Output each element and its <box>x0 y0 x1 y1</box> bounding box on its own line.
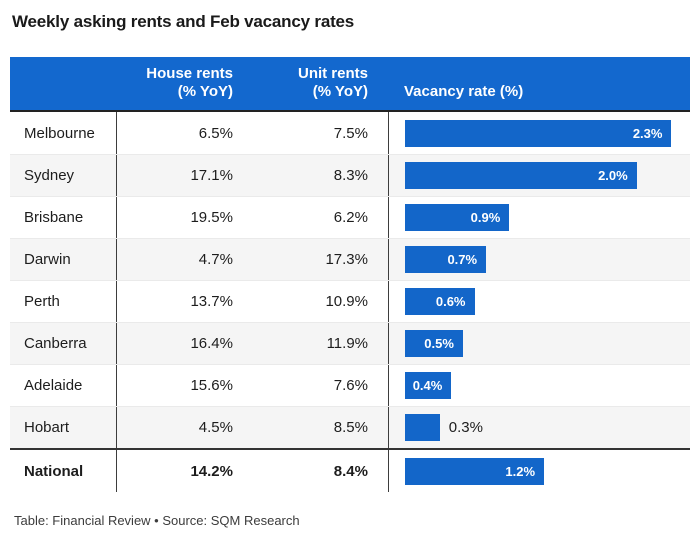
header-house-line1: House rents <box>146 64 233 82</box>
city-label: National <box>10 450 117 492</box>
unit-rent-value: 8.5% <box>333 419 368 436</box>
vacancy-bar: 0.6% <box>405 288 475 315</box>
vacancy-cell: 1.2% <box>388 450 690 492</box>
city-label: Adelaide <box>10 365 117 406</box>
vacancy-bar: 0.3% <box>405 414 483 441</box>
vacancy-bar-track: 0.4% <box>405 372 690 399</box>
table-row-hobart: Hobart 4.5% 8.5% 0.3% <box>10 406 690 448</box>
house-rent-value: 16.4% <box>190 335 233 352</box>
vacancy-cell: 0.3% <box>388 407 690 448</box>
house-rent-value: 19.5% <box>190 209 233 226</box>
row-spacer <box>368 112 388 154</box>
source-attribution: Table: Financial Review • Source: SQM Re… <box>14 513 300 528</box>
house-rent-value: 17.1% <box>190 167 233 184</box>
vacancy-bar: 0.7% <box>405 246 487 273</box>
vacancy-bar-track: 2.0% <box>405 162 690 189</box>
vacancy-cell: 0.4% <box>388 365 690 406</box>
table-row-canberra: Canberra 16.4% 11.9% 0.5% <box>10 322 690 364</box>
vacancy-bar: 1.2% <box>405 457 545 485</box>
vacancy-cell: 2.3% <box>388 112 690 154</box>
unit-rent-value: 7.6% <box>333 377 368 394</box>
vacancy-bar-track: 0.6% <box>405 288 690 315</box>
table-row-sydney: Sydney 17.1% 8.3% 2.0% <box>10 154 690 196</box>
city-label: Hobart <box>10 407 117 448</box>
row-spacer <box>368 323 388 364</box>
city-label: Darwin <box>10 239 117 280</box>
vacancy-bar-track: 0.7% <box>405 246 690 273</box>
city-label: Melbourne <box>10 112 117 154</box>
header-unit-line2: (% YoY) <box>312 83 368 101</box>
unit-rent-value: 8.4% <box>333 462 368 480</box>
vacancy-bar: 2.0% <box>405 162 637 189</box>
city-label: Sydney <box>10 155 117 196</box>
city-label: Brisbane <box>10 197 117 238</box>
vacancy-bar: 0.5% <box>405 330 463 357</box>
house-rent-value: 15.6% <box>190 377 233 394</box>
header-city <box>10 57 117 110</box>
vacancy-bar: 0.9% <box>405 204 510 231</box>
vacancy-bar-label: 1.2% <box>505 463 536 479</box>
unit-rent-value: 10.9% <box>325 293 368 310</box>
row-spacer <box>368 239 388 280</box>
house-rent-value: 4.7% <box>198 251 233 268</box>
house-rent-value: 14.2% <box>190 462 233 480</box>
vacancy-cell: 0.7% <box>388 239 690 280</box>
rents-vacancy-table: House rents (% YoY) Unit rents (% YoY) V… <box>10 57 690 492</box>
vacancy-cell: 0.9% <box>388 197 690 238</box>
row-spacer <box>368 365 388 406</box>
city-label: Perth <box>10 281 117 322</box>
vacancy-bar-label: 0.4% <box>412 378 443 393</box>
vacancy-bar-label: 2.3% <box>632 125 663 141</box>
vacancy-bar-label: 0.7% <box>447 252 478 267</box>
table-body: Melbourne 6.5% 7.5% 2.3% Sydney 17.1% 8.… <box>10 112 690 492</box>
vacancy-cell: 0.5% <box>388 323 690 364</box>
unit-rent-value: 8.3% <box>333 167 368 184</box>
vacancy-bar-track: 0.3% <box>405 414 690 441</box>
unit-rent-value: 7.5% <box>333 124 368 142</box>
header-unit-rents: Unit rents (% YoY) <box>233 57 368 110</box>
header-house-line2: (% YoY) <box>177 83 233 101</box>
unit-rent-value: 6.2% <box>333 209 368 226</box>
table-row-perth: Perth 13.7% 10.9% 0.6% <box>10 280 690 322</box>
page-title: Weekly asking rents and Feb vacancy rate… <box>12 12 355 31</box>
vacancy-bar-label: 0.6% <box>435 294 466 309</box>
house-rent-value: 4.5% <box>198 419 233 436</box>
vacancy-bar-label: 0.5% <box>424 336 454 351</box>
vacancy-bar-track: 0.9% <box>405 204 690 231</box>
vacancy-bar-track: 1.2% <box>405 457 690 485</box>
header-unit-line1: Unit rents <box>297 64 368 82</box>
table-header-row: House rents (% YoY) Unit rents (% YoY) V… <box>10 57 690 112</box>
house-rent-value: 6.5% <box>198 124 233 142</box>
vacancy-bar: 0.4% <box>405 372 452 399</box>
vacancy-cell: 2.0% <box>388 155 690 196</box>
header-spacer <box>368 57 388 110</box>
vacancy-cell: 0.6% <box>388 281 690 322</box>
table-row-darwin: Darwin 4.7% 17.3% 0.7% <box>10 238 690 280</box>
header-house-rents: House rents (% YoY) <box>117 57 233 110</box>
vacancy-bar-label: 0.3% <box>448 419 483 436</box>
vacancy-bar: 2.3% <box>405 119 672 147</box>
row-spacer <box>368 450 388 492</box>
table-row-national: National 14.2% 8.4% 1.2% <box>10 448 690 492</box>
row-spacer <box>368 407 388 448</box>
vacancy-bar-track: 2.3% <box>405 119 690 147</box>
city-label: Canberra <box>10 323 117 364</box>
row-spacer <box>368 197 388 238</box>
header-vacancy-label: Vacancy rate (%) <box>404 83 524 101</box>
table-row-melbourne: Melbourne 6.5% 7.5% 2.3% <box>10 112 690 154</box>
vacancy-bar-label: 0.9% <box>470 210 501 225</box>
table-row-brisbane: Brisbane 19.5% 6.2% 0.9% <box>10 196 690 238</box>
row-spacer <box>368 281 388 322</box>
table-row-adelaide: Adelaide 15.6% 7.6% 0.4% <box>10 364 690 406</box>
vacancy-bar-label: 2.0% <box>598 168 628 183</box>
row-spacer <box>368 155 388 196</box>
house-rent-value: 13.7% <box>190 293 233 310</box>
header-vacancy-rate: Vacancy rate (%) <box>388 57 690 110</box>
vacancy-bar-track: 0.5% <box>405 330 690 357</box>
unit-rent-value: 11.9% <box>326 335 368 352</box>
unit-rent-value: 17.3% <box>325 251 368 268</box>
